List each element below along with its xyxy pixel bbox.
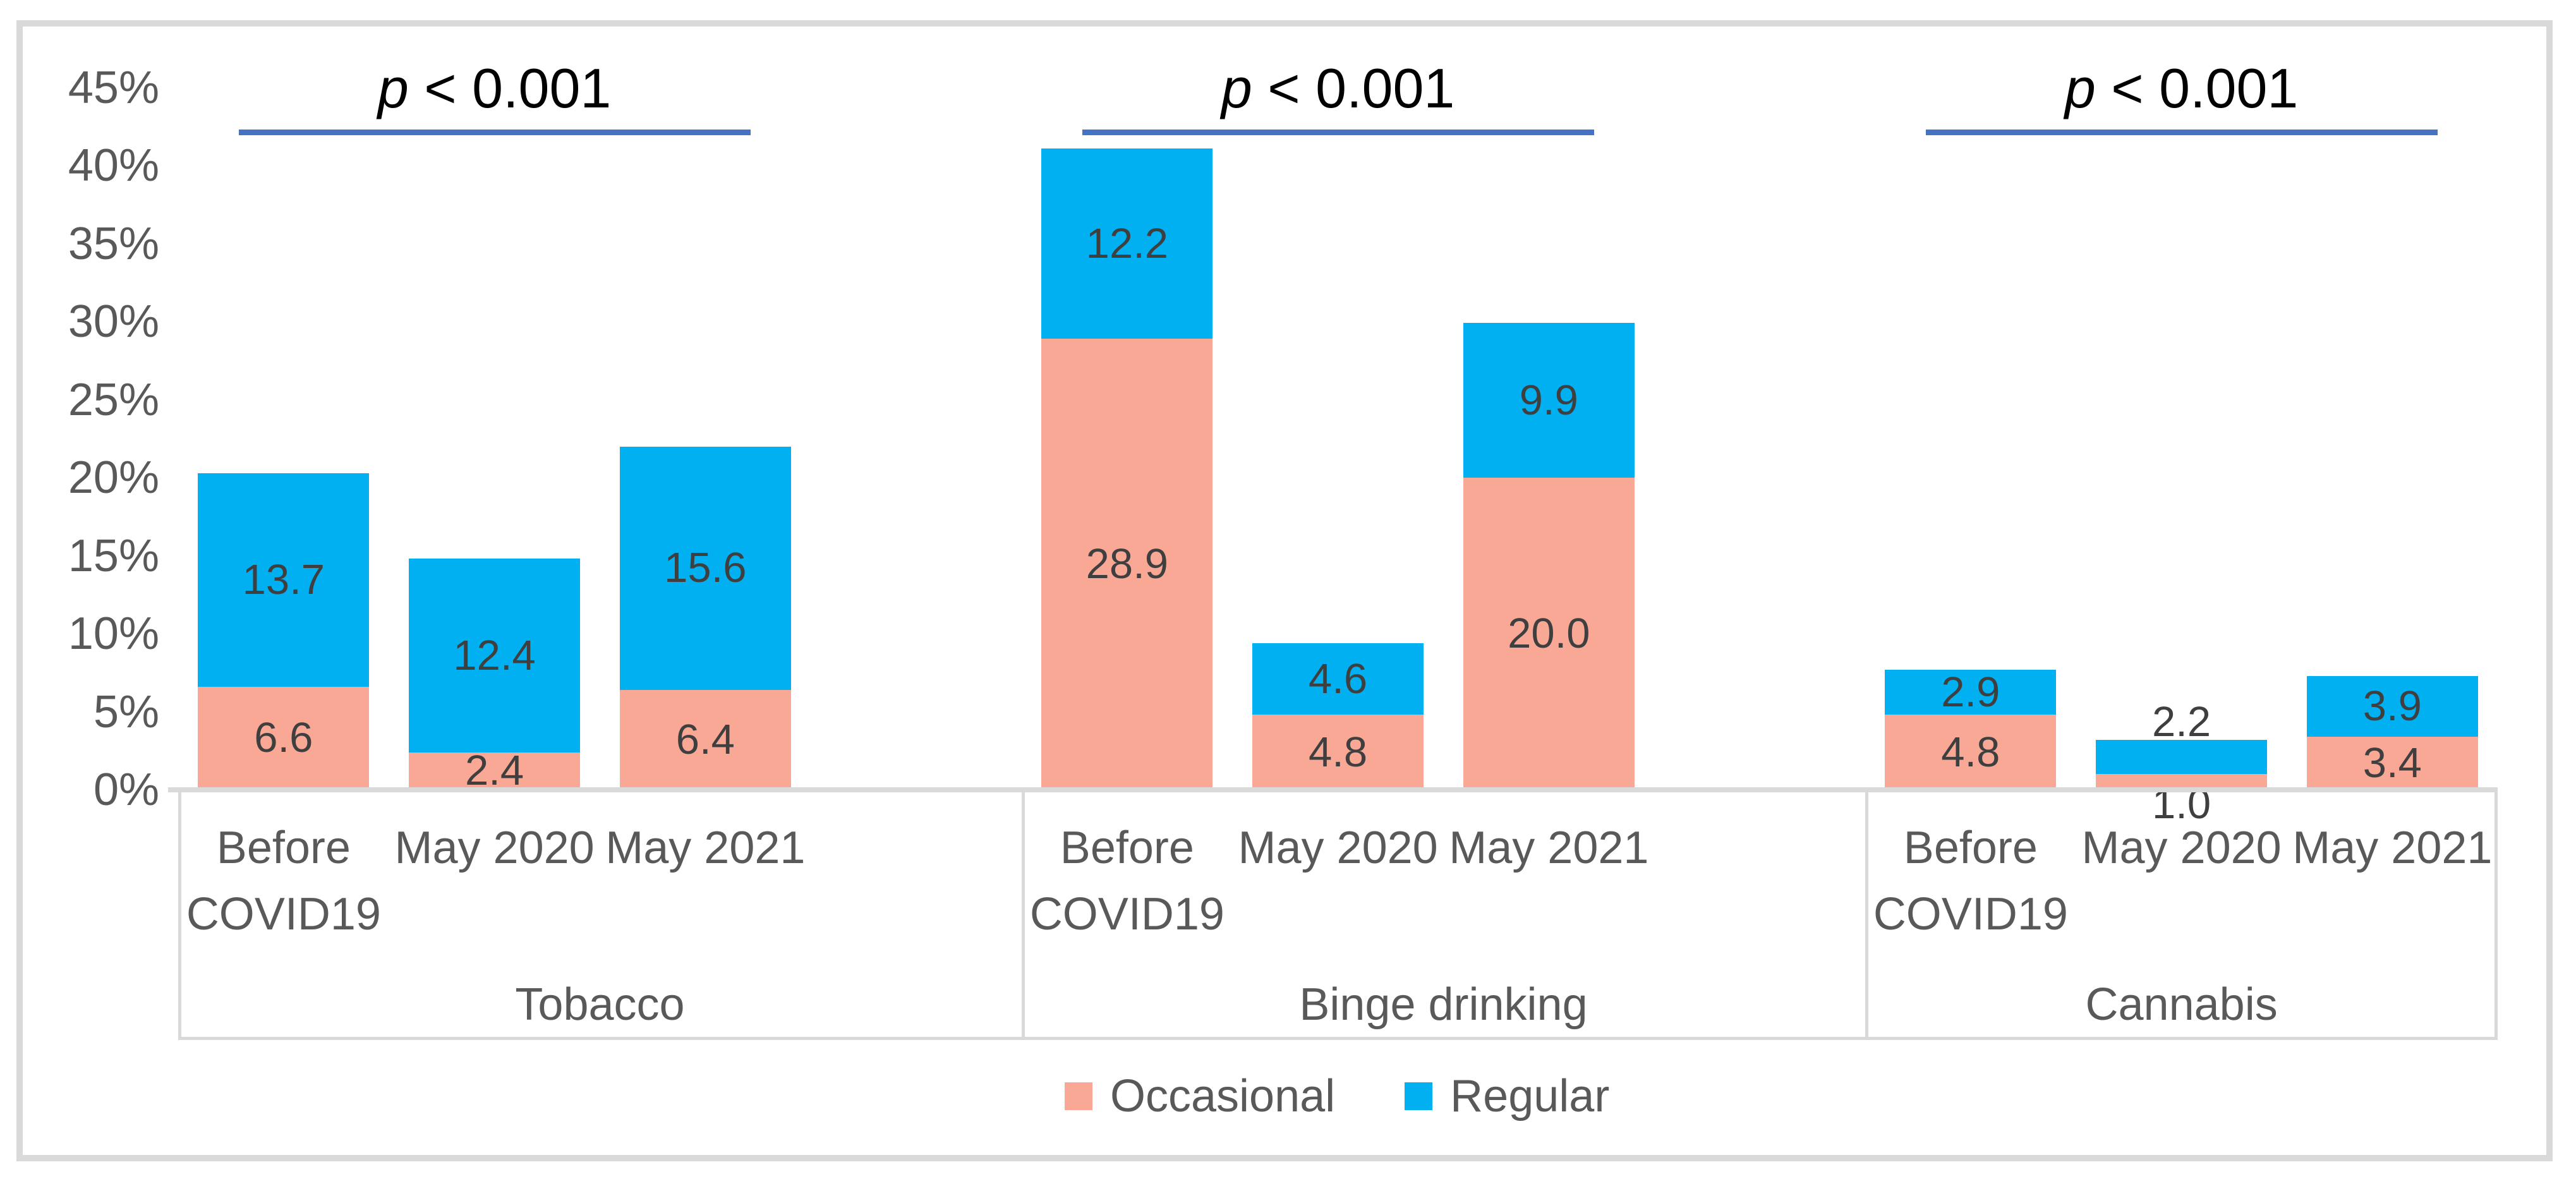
- bar-value-label-occasional: 6.4: [675, 715, 735, 763]
- group-label: Binge drinking: [1299, 979, 1588, 1030]
- p-threshold: < 0.001: [408, 57, 612, 119]
- bar-segment-regular: [409, 559, 581, 753]
- bar-value-label-regular: 4.6: [1309, 655, 1368, 703]
- y-tick-label: 35%: [68, 218, 159, 269]
- y-tick-label: 15%: [68, 530, 159, 581]
- y-tick-label: 30%: [68, 296, 159, 347]
- bar-value-label-regular: 2.9: [1941, 668, 2000, 716]
- legend-item: Regular: [1405, 1070, 1609, 1122]
- category-label: May 2020: [1238, 823, 1438, 873]
- category-box-bottom-line: [178, 1037, 2498, 1040]
- legend-label: Regular: [1450, 1071, 1610, 1122]
- bar-segment-regular: [619, 446, 791, 690]
- p-symbol: p: [2064, 57, 2096, 119]
- bar-segment-occasional: [1885, 715, 2057, 790]
- bar-segment-regular: [1252, 643, 1424, 715]
- bar-segment-occasional: [1463, 478, 1635, 790]
- bar-value-label-regular: 12.4: [453, 631, 536, 679]
- bar-segment-regular: [1041, 148, 1213, 339]
- bar-segment-occasional: [198, 686, 370, 790]
- bar-segment-occasional: [1041, 339, 1213, 790]
- y-tick-label: 45%: [68, 62, 159, 113]
- legend: Occasional Regular: [1065, 1068, 1609, 1125]
- bar-value-label-occasional: 20.0: [1508, 610, 1590, 657]
- bar-segment-occasional: [2306, 737, 2478, 790]
- category-label: Before COVID19: [1873, 823, 2068, 940]
- category-label: May 2020: [2081, 823, 2282, 873]
- p-value-label: p < 0.001: [274, 57, 716, 120]
- bar-value-label-occasional: 6.6: [254, 714, 313, 762]
- significance-bracket-line: [1925, 130, 2438, 135]
- bar-value-label-regular: 12.2: [1085, 219, 1169, 267]
- bar-segment-regular: [1463, 323, 1635, 478]
- y-tick-label: 0%: [93, 765, 159, 815]
- bar-segment-regular: [1885, 669, 2057, 715]
- bar-segment-occasional: [619, 689, 791, 790]
- group-divider-line: [1865, 790, 1868, 1040]
- category-label: Before COVID19: [1029, 823, 1225, 940]
- p-threshold: < 0.001: [2095, 57, 2299, 119]
- y-tick-label: 20%: [68, 452, 159, 503]
- p-value-label: p < 0.001: [1117, 57, 1559, 120]
- category-box-left-line: [178, 790, 181, 1040]
- category-label: May 2021: [605, 823, 806, 873]
- bar-value-label-regular: 13.7: [242, 555, 325, 603]
- legend-swatch-occasional: [1065, 1082, 1092, 1110]
- y-tick-label: 40%: [68, 140, 159, 191]
- p-symbol: p: [1221, 57, 1252, 119]
- category-label: May 2021: [2292, 823, 2493, 873]
- y-tick-label: 25%: [68, 374, 159, 425]
- bar-value-label-occasional: 3.4: [2362, 739, 2422, 787]
- p-value-label: p < 0.001: [1961, 57, 2403, 120]
- bar-value-label-occasional: 28.9: [1085, 540, 1169, 588]
- bar-segment-occasional: [2096, 774, 2268, 790]
- bar-value-label-regular: 2.2: [2152, 698, 2211, 746]
- x-axis-line: [168, 787, 2498, 792]
- group-label: Cannabis: [2085, 979, 2278, 1030]
- category-label: Before COVID19: [186, 823, 381, 940]
- category-box-right-line: [2494, 790, 2498, 1040]
- bar-value-label-regular: 9.9: [1519, 376, 1578, 424]
- bar-value-label-occasional: 2.4: [465, 747, 524, 795]
- bar-segment-occasional: [409, 752, 581, 790]
- legend-swatch-regular: [1405, 1082, 1433, 1110]
- p-symbol: p: [377, 57, 409, 119]
- group-label: Tobacco: [515, 979, 685, 1030]
- y-tick-label: 5%: [93, 686, 159, 737]
- significance-bracket-line: [1082, 130, 1594, 135]
- legend-item: Occasional: [1065, 1070, 1335, 1122]
- bar-value-label-regular: 15.6: [664, 544, 747, 592]
- bar-value-label-regular: 3.9: [2362, 682, 2422, 730]
- bar-segment-regular: [2096, 739, 2268, 775]
- group-divider-line: [1022, 790, 1025, 1040]
- bar-segment-regular: [198, 473, 370, 687]
- bar-segment-occasional: [1252, 715, 1424, 790]
- significance-bracket-line: [238, 130, 751, 135]
- p-threshold: < 0.001: [1252, 57, 1455, 119]
- category-label: May 2021: [1449, 823, 1649, 873]
- bar-value-label-occasional: 4.8: [1941, 728, 2000, 776]
- bar-value-label-occasional: 4.8: [1309, 728, 1368, 776]
- y-tick-label: 10%: [68, 608, 159, 659]
- legend-label: Occasional: [1110, 1071, 1336, 1122]
- category-label: May 2020: [394, 823, 595, 873]
- bar-segment-regular: [2306, 675, 2478, 737]
